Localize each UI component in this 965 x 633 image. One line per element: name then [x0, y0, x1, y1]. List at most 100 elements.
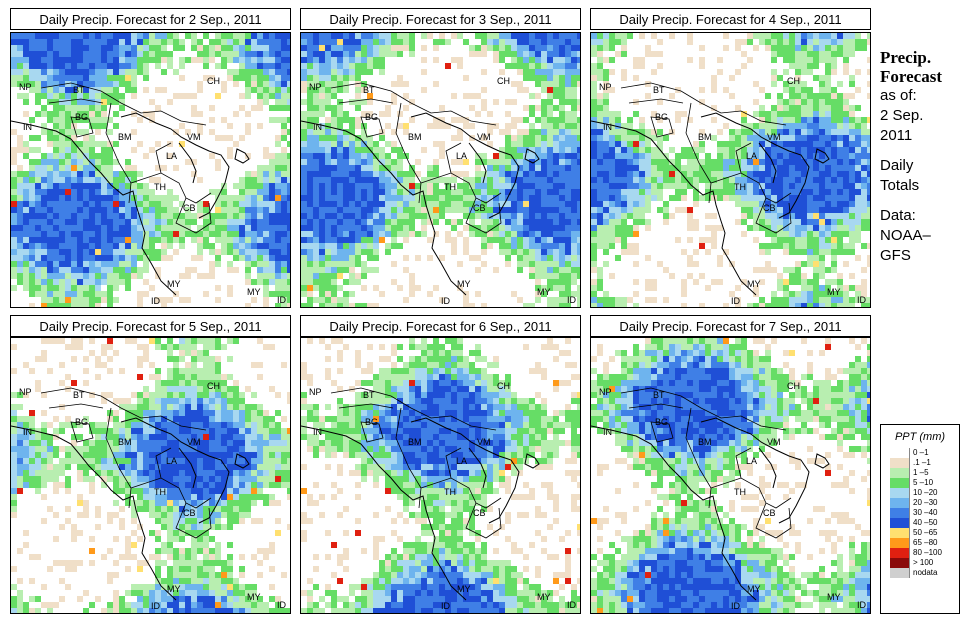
country-label-id-east: ID: [567, 600, 577, 610]
map-canvas: NP BT IN BG BM CH VM LA TH CB MY ID MY ID: [301, 33, 580, 307]
country-label-my-east: MY: [537, 287, 551, 297]
country-label-th: TH: [734, 487, 746, 497]
legend-label: 80 –100: [913, 548, 942, 557]
coastline: [301, 417, 540, 601]
precip-map-2: NP BT IN BG BM CH VM LA TH CB MY ID MY ID: [300, 32, 581, 308]
legend-label: > 100: [913, 558, 934, 567]
map-canvas: NP BT IN BG BM CH VM LA TH CB MY ID MY ID: [11, 33, 290, 307]
country-label-my: MY: [167, 584, 181, 594]
precip-map-4: NP BT IN BG BM CH VM LA TH CB MY ID MY ID: [10, 337, 291, 614]
legend-swatch: [890, 488, 910, 498]
country-label-my-east: MY: [827, 592, 841, 602]
legend-rows: 0 –1.1 –1 1 –5 5 –10 10 –20 20 –30 30 –40 40 –…: [881, 448, 959, 578]
legend-label: 10 –20: [913, 488, 938, 497]
legend-item: 0 –1: [890, 448, 959, 458]
country-borders: [620, 387, 792, 539]
country-label-id: ID: [731, 601, 741, 611]
map-canvas: NP BT IN BG BM CH VM LA TH CB MY ID MY ID: [11, 338, 290, 613]
coastline: [591, 417, 830, 601]
country-label-bg: BG: [365, 112, 378, 122]
country-label-vm: VM: [477, 437, 491, 447]
country-label-np: NP: [19, 387, 32, 397]
ppt-legend: PPT (mm) 0 –1.1 –1 1 –5 5 –10 10 –20 20 –30 3…: [880, 424, 960, 614]
legend-label: 30 –40: [913, 508, 938, 517]
sidebar-asof: as of:: [880, 87, 917, 104]
coastline: [11, 417, 250, 601]
legend-item: 80 –100: [890, 548, 959, 558]
coastline: [591, 112, 830, 296]
country-label-in: IN: [603, 122, 612, 132]
legend-item: 40 –50: [890, 518, 959, 528]
country-label-vm: VM: [477, 132, 491, 142]
country-label-np: NP: [309, 387, 322, 397]
country-label-bm: BM: [118, 437, 132, 447]
map-canvas: NP BT IN BG BM CH VM LA TH CB MY ID MY ID: [591, 338, 870, 613]
panel-title-2: Daily Precip. Forecast for 3 Sep., 2011: [300, 8, 581, 30]
legend-label: 40 –50: [913, 518, 938, 527]
country-label-bt: BT: [73, 390, 85, 400]
coastline: [11, 112, 250, 296]
legend-swatch: [890, 508, 910, 518]
country-label-id: ID: [441, 296, 451, 306]
country-borders: [40, 387, 212, 539]
legend-item: 30 –40: [890, 508, 959, 518]
sidebar-title-1: Precip.: [880, 48, 932, 67]
country-label-id-east: ID: [277, 295, 287, 305]
legend-swatch: [890, 498, 910, 508]
legend-swatch: [890, 568, 910, 578]
country-label-id: ID: [151, 296, 161, 306]
country-label-id-east: ID: [567, 295, 577, 305]
country-label-in: IN: [23, 427, 32, 437]
legend-label: 50 –65: [913, 528, 938, 537]
legend-swatch: [890, 548, 910, 558]
country-label-cb: CB: [473, 508, 486, 518]
precip-map-1: NP BT IN BG BM CH VM LA TH CB MY ID MY ID: [10, 32, 291, 308]
country-borders: [40, 82, 212, 234]
country-label-bt: BT: [363, 85, 375, 95]
country-label-in: IN: [313, 427, 322, 437]
sidebar-date-2: 2011: [880, 127, 913, 144]
country-label-id-east: ID: [857, 295, 867, 305]
sidebar-data-1: Data:: [880, 207, 916, 224]
country-label-in: IN: [603, 427, 612, 437]
country-label-cb: CB: [763, 508, 776, 518]
country-label-my-east: MY: [537, 592, 551, 602]
country-label-ch: CH: [787, 76, 800, 86]
country-label-vm: VM: [187, 132, 201, 142]
legend-label: .1 –1: [913, 458, 931, 467]
legend-swatch: [890, 468, 910, 478]
legend-item: 65 –80: [890, 538, 959, 548]
country-label-bg: BG: [365, 417, 378, 427]
sidebar-totals-2: Totals: [880, 177, 920, 194]
country-label-my: MY: [167, 279, 181, 289]
country-label-np: NP: [19, 82, 32, 92]
legend-swatch: [890, 478, 910, 488]
country-label-th: TH: [154, 487, 166, 497]
country-label-np: NP: [599, 82, 612, 92]
country-label-la: LA: [456, 151, 467, 161]
legend-swatch: [890, 448, 910, 458]
country-borders: [620, 82, 792, 234]
legend-item: 20 –30: [890, 498, 959, 508]
country-label-vm: VM: [187, 437, 201, 447]
sidebar-date-1: 2 Sep.: [880, 107, 924, 124]
country-label-bm: BM: [698, 437, 712, 447]
country-label-bg: BG: [75, 112, 88, 122]
country-label-bg: BG: [655, 417, 668, 427]
country-label-ch: CH: [207, 76, 220, 86]
country-label-bg: BG: [655, 112, 668, 122]
legend-title: PPT (mm): [894, 431, 946, 443]
legend-label: 65 –80: [913, 538, 938, 547]
coastline: [301, 112, 540, 296]
country-label-id: ID: [731, 296, 741, 306]
country-label-bm: BM: [118, 132, 132, 142]
legend-item: 1 –5: [890, 468, 959, 478]
country-label-bt: BT: [73, 85, 85, 95]
legend-item: 50 –65: [890, 528, 959, 538]
legend-item: 10 –20: [890, 488, 959, 498]
country-label-la: LA: [746, 151, 757, 161]
legend-swatch: [890, 458, 910, 468]
legend-swatch: [890, 518, 910, 528]
country-label-la: LA: [746, 456, 757, 466]
country-label-la: LA: [166, 456, 177, 466]
